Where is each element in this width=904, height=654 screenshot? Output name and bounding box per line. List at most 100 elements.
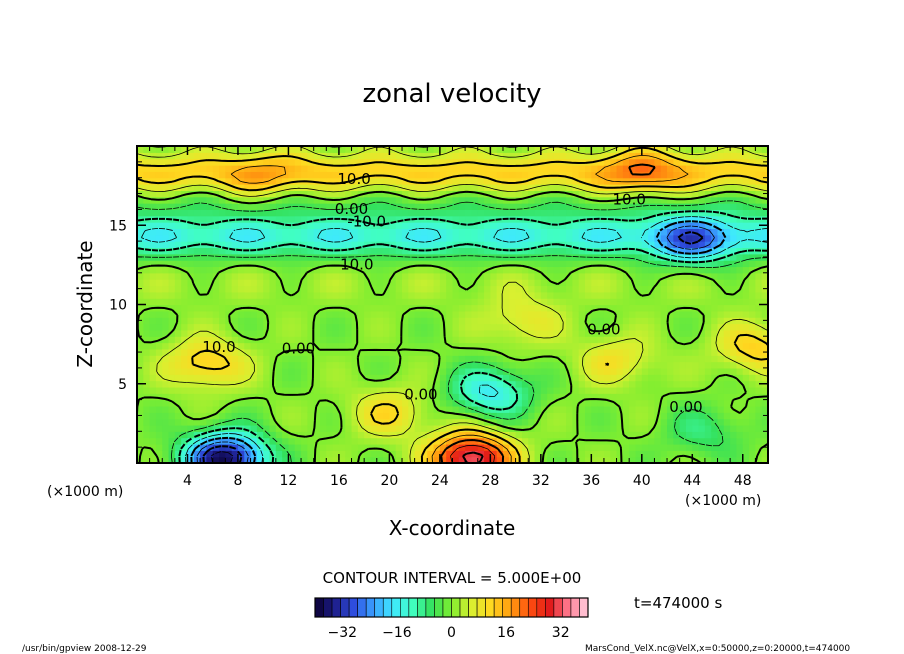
field-cell: [282, 317, 290, 325]
field-cell: [736, 355, 744, 363]
field-cell: [755, 310, 763, 318]
field-cell: [383, 253, 390, 261]
field-cell: [137, 209, 144, 217]
field-cell: [187, 443, 195, 451]
field-cell: [597, 348, 605, 356]
field-cell: [717, 367, 725, 375]
field-cell: [250, 171, 258, 179]
field-cell: [269, 291, 277, 299]
field-cell: [427, 329, 435, 337]
field-cell: [427, 291, 435, 299]
field-cell: [187, 437, 195, 445]
field-cell: [427, 437, 435, 445]
field-cell: [723, 304, 731, 312]
field-cell: [383, 222, 390, 230]
field-cell: [452, 152, 460, 160]
field-cell: [212, 405, 220, 413]
field-cell: [629, 329, 637, 337]
field-cell: [515, 234, 523, 242]
field-cell: [193, 247, 201, 255]
field-cell: [427, 158, 435, 166]
field-cell: [471, 424, 479, 432]
field-cell: [679, 146, 687, 153]
field-cell: [749, 399, 756, 407]
field-cell: [585, 234, 592, 242]
field-cell: [673, 323, 681, 331]
field-cell: [351, 158, 359, 166]
field-cell: [629, 253, 637, 261]
field-cell: [717, 228, 725, 236]
field-cell: [585, 412, 592, 420]
field-cell: [496, 342, 504, 350]
field-cell: [288, 279, 296, 287]
field-cell: [515, 209, 523, 217]
field-cell: [629, 418, 637, 426]
field-cell: [547, 412, 555, 420]
field-cell: [648, 405, 656, 413]
field-cell: [357, 329, 365, 337]
field-cell: [376, 405, 384, 413]
field-cell: [534, 146, 542, 153]
field-cell: [749, 405, 756, 413]
field-cell: [168, 310, 176, 318]
field-cell: [553, 456, 561, 463]
field-cell: [698, 317, 706, 325]
field-cell: [692, 228, 700, 236]
field-cell: [641, 196, 649, 204]
field-cell: [553, 215, 561, 223]
field-cell: [301, 247, 308, 255]
field-cell: [162, 399, 170, 407]
field-cell: [490, 260, 498, 268]
field-cell: [439, 380, 447, 388]
field-cell: [578, 437, 586, 445]
field-cell: [376, 450, 384, 458]
field-cell: [698, 228, 706, 236]
field-cell: [250, 152, 258, 160]
field-cell: [641, 367, 649, 375]
field-cell: [717, 336, 725, 344]
field-cell: [288, 253, 296, 261]
field-cell: [395, 310, 403, 318]
field-cell: [540, 184, 548, 191]
field-cell: [711, 361, 719, 369]
field-cell: [288, 329, 296, 337]
field-cell: [244, 412, 252, 420]
field-cell: [622, 146, 630, 153]
field-cell: [149, 234, 157, 242]
field-cell: [641, 203, 649, 210]
field-cell: [484, 279, 491, 287]
field-cell: [692, 215, 700, 223]
field-cell: [692, 424, 700, 432]
field-cell: [187, 380, 195, 388]
field-cell: [490, 209, 498, 217]
field-cell: [660, 165, 668, 172]
field-cell: [761, 260, 768, 268]
field-cell: [521, 386, 529, 394]
field-cell: [477, 253, 485, 261]
field-cell: [332, 190, 340, 198]
field-cell: [231, 431, 239, 439]
field-cell: [559, 361, 567, 369]
field-cell: [181, 431, 189, 439]
field-cell: [685, 171, 693, 179]
field-cell: [572, 196, 580, 204]
field-cell: [155, 431, 163, 439]
field-cell: [187, 279, 195, 287]
field-cell: [225, 418, 233, 426]
field-cell: [578, 241, 586, 249]
field-cell: [357, 342, 365, 350]
field-cell: [193, 418, 201, 426]
field-cell: [572, 152, 580, 160]
field-cell: [465, 367, 473, 375]
field-cell: [345, 222, 353, 230]
field-cell: [332, 165, 340, 172]
field-cell: [231, 266, 239, 274]
field-cell: [143, 361, 151, 369]
field-cell: [679, 266, 687, 274]
field-cell: [250, 424, 258, 432]
field-cell: [654, 272, 662, 280]
field-cell: [477, 329, 485, 337]
field-cell: [439, 310, 447, 318]
field-cell: [496, 418, 504, 426]
field-cell: [143, 386, 151, 394]
